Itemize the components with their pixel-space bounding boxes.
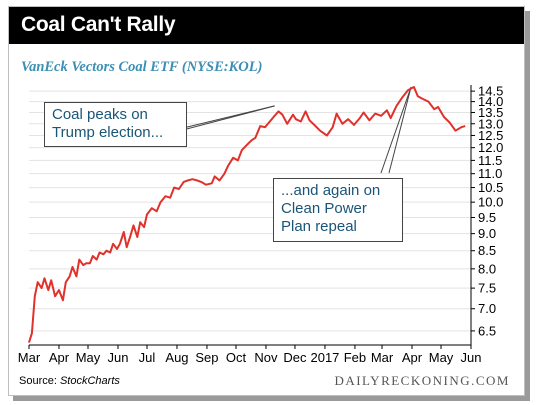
y-axis: 6.57.07.58.08.59.09.510.010.511.011.512.… bbox=[471, 84, 503, 338]
y-tick-label: 14.0 bbox=[478, 94, 503, 109]
x-tick-label: Feb bbox=[344, 350, 366, 365]
x-tick-label: May bbox=[429, 350, 454, 365]
chart-subtitle: VanEck Vectors Coal ETF (NYSE:KOL) bbox=[21, 59, 263, 75]
y-tick-label: 12.5 bbox=[478, 128, 503, 143]
x-tick-label: Jun bbox=[107, 350, 128, 365]
annotation-pointer bbox=[178, 105, 275, 132]
y-tick-label: 11.0 bbox=[478, 166, 502, 181]
annotation-line: ...and again on bbox=[281, 182, 381, 199]
x-tick-label: Nov bbox=[254, 350, 278, 365]
y-tick-label: 11.5 bbox=[478, 153, 502, 168]
annotation-clean-power-plan: ...and again on Clean Power Plan repeal bbox=[273, 178, 403, 242]
source-note: Source: StockCharts bbox=[19, 375, 120, 387]
annotation-pointer bbox=[380, 86, 412, 174]
chart-card: Coal Can't Rally VanEck Vectors Coal ETF… bbox=[8, 6, 525, 396]
y-tick-label: 9.5 bbox=[478, 210, 496, 225]
x-tick-label: Aug bbox=[165, 350, 188, 365]
y-tick-label: 8.5 bbox=[478, 243, 496, 258]
x-tick-label: Dec bbox=[283, 350, 307, 365]
x-tick-label: Oct bbox=[226, 350, 247, 365]
y-tick-label: 6.5 bbox=[478, 323, 496, 338]
x-tick-label: Jul bbox=[139, 350, 156, 365]
y-tick-label: 13.0 bbox=[478, 116, 503, 131]
x-tick-label: Mar bbox=[18, 350, 41, 365]
x-tick-label: 2017 bbox=[310, 350, 339, 365]
y-tick-label: 9.0 bbox=[478, 226, 496, 241]
y-tick-label: 7.0 bbox=[478, 301, 496, 316]
x-tick-label: Apr bbox=[402, 350, 423, 365]
x-tick-label: Sep bbox=[195, 350, 218, 365]
x-axis: Mar Apr May Jun Jul Aug Sep Oct Nov Dec 2017 Feb Mar… bbox=[18, 345, 482, 365]
annotation-line: Coal peaks on bbox=[52, 106, 148, 123]
annotation-line: Plan repeal bbox=[281, 218, 357, 235]
title-bar: Coal Can't Rally bbox=[9, 7, 524, 44]
annotation-line: Clean Power bbox=[281, 200, 367, 217]
source-name: StockCharts bbox=[59, 375, 120, 387]
y-tick-label: 12.0 bbox=[478, 140, 503, 155]
price-chart: Mar Apr May Jun Jul Aug Sep Oct Nov Dec 2017 Feb Mar… bbox=[18, 84, 504, 365]
y-tick-label: 13.5 bbox=[478, 105, 503, 120]
x-tick-label: Jun bbox=[461, 350, 482, 365]
annotation-trump-election: Coal peaks on Trump election... bbox=[44, 102, 187, 147]
x-tick-label: Mar bbox=[371, 350, 394, 365]
annotation-line: Trump election... bbox=[52, 124, 164, 141]
y-tick-label: 7.5 bbox=[478, 281, 496, 296]
annotation-pointer bbox=[388, 86, 412, 174]
chart-title: Coal Can't Rally bbox=[21, 13, 176, 36]
y-gridlines bbox=[29, 90, 471, 332]
y-tick-label: 10.0 bbox=[478, 195, 503, 210]
brand-watermark: DAILYRECKONING.COM bbox=[334, 373, 510, 388]
x-tick-label: Apr bbox=[49, 350, 70, 365]
annotation-pointers bbox=[178, 86, 412, 174]
y-tick-label: 14.5 bbox=[478, 84, 503, 99]
series-line bbox=[28, 86, 466, 343]
x-tick-label: May bbox=[76, 350, 101, 365]
source-prefix: Source: bbox=[19, 375, 60, 387]
y-tick-label: 10.5 bbox=[478, 180, 503, 195]
y-tick-label: 8.0 bbox=[478, 261, 496, 276]
